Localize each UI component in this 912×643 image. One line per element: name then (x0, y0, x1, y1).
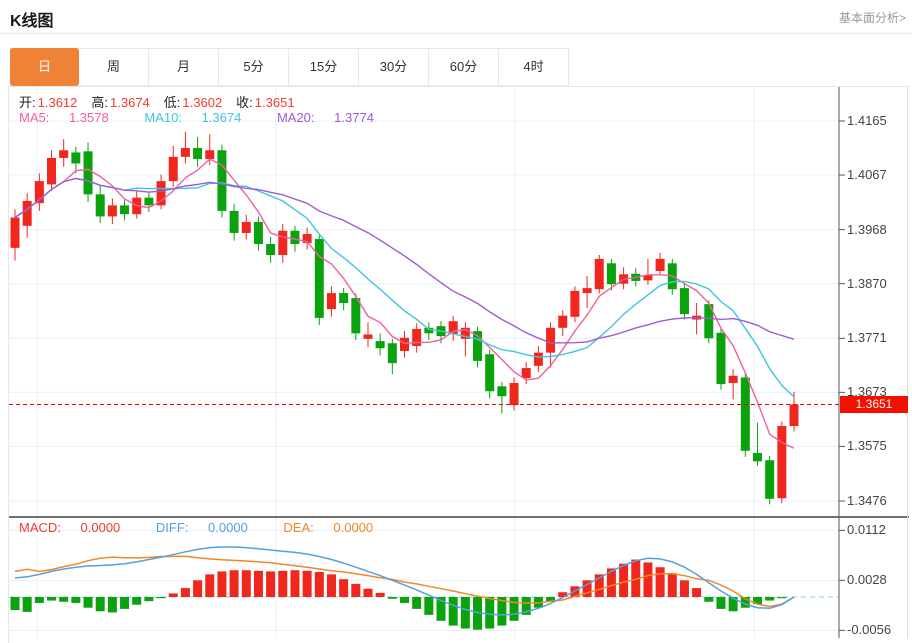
dea-value: DEA: 0.0000 (283, 520, 374, 535)
current-price-badge: 1.3651 (840, 395, 908, 413)
tab-15min[interactable]: 15分 (289, 49, 359, 85)
high-value: 1.3674 (110, 95, 150, 110)
header-divider (0, 33, 912, 34)
close-label: 收: (236, 95, 253, 110)
high-label: 高: (91, 95, 109, 110)
tab-30min[interactable]: 30分 (359, 49, 429, 85)
price-axis-tick: 1.3476 (847, 493, 887, 508)
price-axis-tick: 1.3575 (847, 438, 887, 454)
macd-axis-tick: -0.0056 (847, 622, 892, 638)
fundamental-analysis-link[interactable]: 基本面分析> (838, 11, 906, 25)
price-axis-tick: 1.4165 (847, 113, 887, 128)
page-title: K线图 (10, 13, 54, 30)
price-axis-tick: 1.3870 (847, 275, 887, 291)
price-axis-tick: 1.3968 (847, 221, 887, 237)
tab-month[interactable]: 月 (149, 49, 219, 85)
candlestick-macd-chart[interactable] (9, 87, 909, 643)
ma20-value: MA20: 1.3774 (276, 110, 374, 125)
price-axis-tick: 1.3673 (847, 384, 887, 400)
chart-area[interactable]: 开: 1.3612 高: 1.3674 低: 1.3602 收: 1.3651 MA5: 1.… (8, 86, 909, 643)
low-value: 1.3602 (182, 95, 223, 110)
tab-4hour[interactable]: 4时 (499, 49, 568, 85)
low-label: 低: (163, 95, 181, 110)
diff-value: DIFF: 0.0000 (155, 520, 248, 535)
macd-readout: MACD: 0.0000 DIFF: 0.0000 DEA: 0.0000 (19, 520, 405, 535)
tab-day[interactable]: 日 (10, 48, 79, 86)
close-value: 1.3651 (254, 95, 295, 110)
ohlc-readout: 开: 1.3612 高: 1.3674 低: 1.3602 收: 1.3651 (19, 92, 309, 111)
price-axis-tick: 1.4067 (847, 167, 887, 183)
macd-axis-tick: 0.0112 (847, 522, 886, 538)
macd-value: MACD: 0.0000 (19, 520, 121, 535)
ma5-value: MA5: 1.3578 (19, 110, 109, 125)
ma10-value: MA10: 1.3674 (144, 110, 242, 125)
tab-week[interactable]: 周 (79, 49, 149, 85)
macd-axis-tick: 0.0028 (847, 572, 887, 588)
open-label: 开: (19, 95, 36, 110)
timeframe-tabs: 日 周 月 5分 15分 30分 60分 4时 (10, 48, 569, 86)
tab-5min[interactable]: 5分 (219, 49, 289, 85)
tab-60min[interactable]: 60分 (429, 49, 499, 85)
price-axis-tick: 1.3771 (847, 330, 887, 346)
ma-readout: MA5: 1.3578 MA10: 1.3674 MA20: 1.3774 (19, 110, 406, 125)
open-value: 1.3612 (37, 95, 78, 110)
